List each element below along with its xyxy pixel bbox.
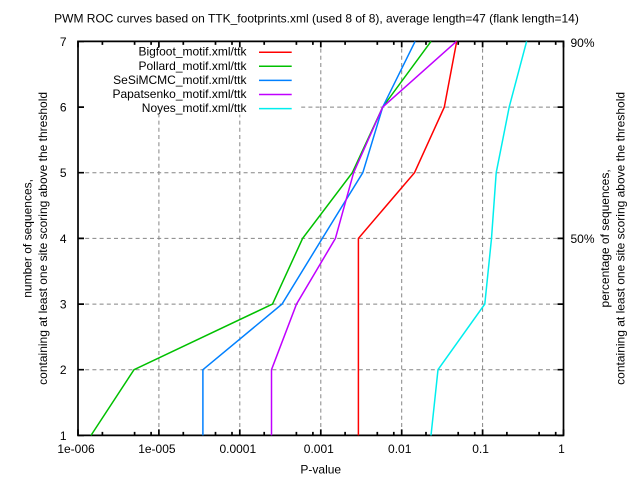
svg-text:3: 3 <box>60 298 67 312</box>
svg-text:1e-006: 1e-006 <box>57 442 95 456</box>
svg-text:Noyes_motif.xml/ttk: Noyes_motif.xml/ttk <box>142 101 248 115</box>
svg-text:Pollard_motif.xml/ttk: Pollard_motif.xml/ttk <box>138 59 247 73</box>
svg-text:containing at least one site s: containing at least one site scoring abo… <box>613 92 627 385</box>
svg-text:1: 1 <box>558 442 565 456</box>
svg-text:6: 6 <box>60 101 67 115</box>
svg-text:SeSiMCMC_motif.xml/ttk: SeSiMCMC_motif.xml/ttk <box>113 73 247 87</box>
svg-text:Bigfoot_motif.xml/ttk: Bigfoot_motif.xml/ttk <box>138 45 247 59</box>
svg-text:0.0001: 0.0001 <box>219 442 256 456</box>
svg-text:1: 1 <box>60 429 67 443</box>
svg-text:2: 2 <box>60 363 67 377</box>
svg-text:percentage of sequences,: percentage of sequences, <box>598 169 612 307</box>
svg-text:5: 5 <box>60 166 67 180</box>
svg-text:PWM ROC curves based on TTK_fo: PWM ROC curves based on TTK_footprints.x… <box>54 11 579 25</box>
svg-text:50%: 50% <box>571 232 595 246</box>
svg-text:4: 4 <box>60 232 67 246</box>
svg-text:0.001: 0.001 <box>304 442 334 456</box>
svg-text:number of sequences,: number of sequences, <box>21 179 35 298</box>
svg-text:1e-005: 1e-005 <box>138 442 176 456</box>
svg-text:Papatsenko_motif.xml/ttk: Papatsenko_motif.xml/ttk <box>112 87 247 101</box>
svg-text:0.01: 0.01 <box>388 442 412 456</box>
svg-text:90%: 90% <box>571 36 595 50</box>
svg-text:7: 7 <box>60 35 67 49</box>
svg-text:containing at least one site s: containing at least one site scoring abo… <box>36 92 50 385</box>
svg-text:0.1: 0.1 <box>472 442 489 456</box>
svg-text:P-value: P-value <box>300 463 341 477</box>
